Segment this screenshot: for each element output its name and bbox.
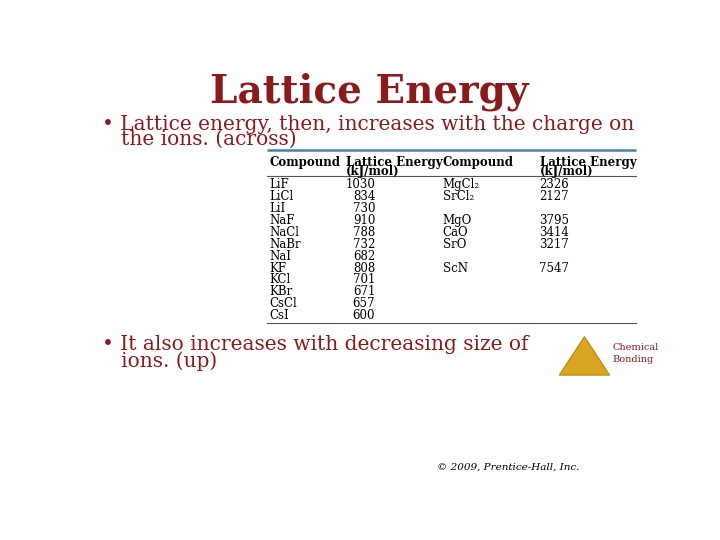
Text: 730: 730 bbox=[353, 202, 375, 215]
Text: CsI: CsI bbox=[270, 309, 289, 322]
Text: Compound: Compound bbox=[270, 156, 341, 168]
Text: Compound: Compound bbox=[443, 156, 513, 168]
Text: MgCl₂: MgCl₂ bbox=[443, 178, 480, 191]
Text: 910: 910 bbox=[353, 214, 375, 227]
Text: 657: 657 bbox=[353, 298, 375, 310]
Text: NaI: NaI bbox=[270, 249, 292, 262]
Text: 732: 732 bbox=[353, 238, 375, 251]
Text: Chemical: Chemical bbox=[613, 343, 659, 352]
Text: Bonding: Bonding bbox=[613, 355, 654, 364]
Text: © 2009, Prentice-Hall, Inc.: © 2009, Prentice-Hall, Inc. bbox=[437, 462, 580, 471]
Text: NaCl: NaCl bbox=[270, 226, 300, 239]
Text: 701: 701 bbox=[353, 273, 375, 286]
Text: (kJ/mol): (kJ/mol) bbox=[346, 165, 400, 178]
Text: SrO: SrO bbox=[443, 238, 466, 251]
Text: ScN: ScN bbox=[443, 261, 467, 274]
Text: 3414: 3414 bbox=[539, 226, 569, 239]
Text: KF: KF bbox=[270, 261, 287, 274]
Polygon shape bbox=[559, 336, 610, 375]
Text: 3217: 3217 bbox=[539, 238, 569, 251]
Text: NaF: NaF bbox=[270, 214, 295, 227]
Text: CsCl: CsCl bbox=[270, 298, 297, 310]
Text: 600: 600 bbox=[353, 309, 375, 322]
Text: NaBr: NaBr bbox=[270, 238, 302, 251]
Text: 1030: 1030 bbox=[346, 178, 375, 191]
Text: Lattice Energy: Lattice Energy bbox=[539, 156, 636, 168]
Text: CaO: CaO bbox=[443, 226, 468, 239]
Text: 682: 682 bbox=[353, 249, 375, 262]
Text: 808: 808 bbox=[353, 261, 375, 274]
Text: LiF: LiF bbox=[270, 178, 289, 191]
Text: (kJ/mol): (kJ/mol) bbox=[539, 165, 593, 178]
Text: ions. (up): ions. (up) bbox=[102, 352, 217, 371]
Text: Lattice Energy: Lattice Energy bbox=[210, 72, 528, 111]
Text: MgO: MgO bbox=[443, 214, 472, 227]
Text: LiCl: LiCl bbox=[270, 190, 294, 203]
Text: SrCl₂: SrCl₂ bbox=[443, 190, 474, 203]
Text: 2127: 2127 bbox=[539, 190, 569, 203]
Text: 3795: 3795 bbox=[539, 214, 569, 227]
Text: 7547: 7547 bbox=[539, 261, 569, 274]
Text: 834: 834 bbox=[353, 190, 375, 203]
Text: the ions. (across): the ions. (across) bbox=[102, 130, 296, 149]
Text: • Lattice energy, then, increases with the charge on: • Lattice energy, then, increases with t… bbox=[102, 116, 634, 134]
Text: 2326: 2326 bbox=[539, 178, 569, 191]
Text: KCl: KCl bbox=[270, 273, 291, 286]
Text: LiI: LiI bbox=[270, 202, 286, 215]
Text: Lattice Energy: Lattice Energy bbox=[346, 156, 442, 168]
Text: 671: 671 bbox=[353, 286, 375, 299]
Text: 788: 788 bbox=[353, 226, 375, 239]
Text: • It also increases with decreasing size of: • It also increases with decreasing size… bbox=[102, 335, 528, 354]
Text: KBr: KBr bbox=[270, 286, 293, 299]
